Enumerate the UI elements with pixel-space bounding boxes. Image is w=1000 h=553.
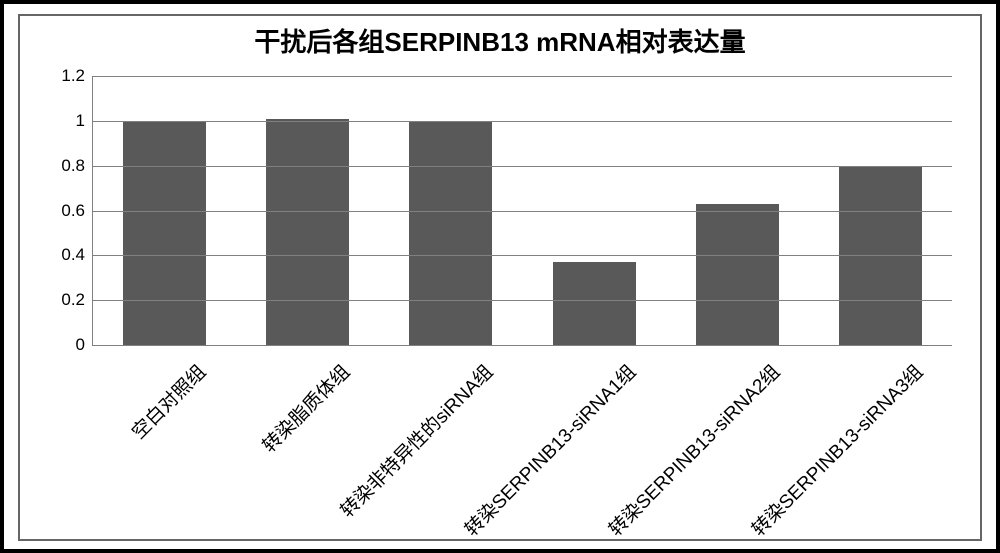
gridline (93, 121, 952, 122)
chart-title: 干扰后各组SERPINB13 mRNA相对表达量 (20, 22, 980, 59)
ytick-label: 0.8 (61, 156, 85, 176)
xlabel: 转染脂质体组 (255, 358, 355, 458)
ytick-label: 0 (76, 335, 85, 355)
bar (553, 262, 636, 345)
xlabel: 空白对照组 (125, 358, 211, 444)
gridline (93, 255, 952, 256)
gridline (93, 166, 952, 167)
plot-wrap: 00.20.40.60.811.2 (92, 76, 952, 346)
xlabel: 转染非特异性的siRNA组 (333, 358, 498, 523)
gridline (93, 300, 952, 301)
bar (266, 119, 349, 345)
chart-border: 干扰后各组SERPINB13 mRNA相对表达量 00.20.40.60.811… (18, 14, 982, 541)
gridline (93, 211, 952, 212)
ytick-label: 1 (76, 111, 85, 131)
ytick-label: 0.6 (61, 201, 85, 221)
bar (696, 204, 779, 345)
bar (409, 121, 492, 345)
bar (123, 121, 206, 345)
x-axis-labels: 空白对照组转染脂质体组转染非特异性的siRNA组转染SERPINB13-siRN… (92, 352, 952, 535)
ytick-label: 0.4 (61, 245, 85, 265)
gridline (93, 76, 952, 77)
outer-border: 干扰后各组SERPINB13 mRNA相对表达量 00.20.40.60.811… (0, 0, 1000, 553)
ytick-label: 0.2 (61, 290, 85, 310)
plot-area: 00.20.40.60.811.2 (92, 76, 952, 346)
ytick-label: 1.2 (61, 66, 85, 86)
